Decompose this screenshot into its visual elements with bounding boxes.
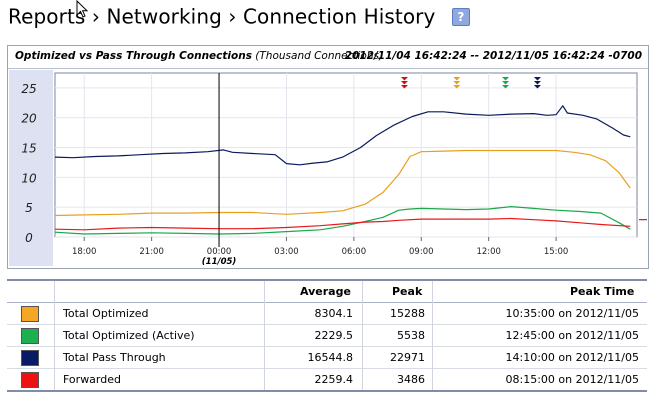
x-tick-label: 18:00 <box>72 247 97 257</box>
legend-table: Average Peak Peak Time Total Optimized 83… <box>7 279 647 392</box>
peak-marker-icon <box>400 77 408 89</box>
legend-peak: 15288 <box>390 307 425 320</box>
x-tick-label: 03:00 <box>274 247 299 257</box>
legend-average: 8304.1 <box>314 307 354 320</box>
date-marker-label: (11/05) <box>202 257 237 267</box>
x-tick-label: 21:00 <box>139 247 164 257</box>
legend-row: Total Optimized 8304.1 15288 10:35:00 on 20… <box>7 303 647 325</box>
help-icon[interactable]: ? <box>451 7 470 26</box>
y-tick-label: 25 <box>21 82 36 96</box>
series-swatch[interactable] <box>21 328 39 344</box>
legend-average: 2229.5 <box>314 329 354 342</box>
legend-label: Forwarded <box>63 373 121 386</box>
breadcrumb: Reports › Networking › Connection Histor… <box>8 3 470 29</box>
y-tick-label: 20 <box>21 112 37 126</box>
legend-label: Total Optimized <box>63 307 149 320</box>
chart-panel: Optimized vs Pass Through Connections (T… <box>7 45 649 269</box>
peak-marker-icon <box>533 77 541 89</box>
y-tick-label: 0 <box>25 231 33 245</box>
chart-time-range: 2012/11/04 16:42:24 -- 2012/11/05 16:42:… <box>344 50 642 62</box>
date-marker: (11/05) <box>202 73 237 267</box>
x-tick-label: 06:00 <box>342 247 367 257</box>
x-tick-label: 12:00 <box>476 247 501 257</box>
y-axis-panel <box>9 70 53 266</box>
breadcrumb-reports[interactable]: Reports <box>8 4 86 29</box>
legend-peak-time: 10:35:00 on 2012/11/05 <box>505 307 640 320</box>
legend-row: Total Pass Through 16544.8 22971 14:10:00 o… <box>7 347 647 369</box>
legend-peak: 22971 <box>390 351 425 364</box>
column-divider <box>432 281 433 390</box>
series-swatch[interactable] <box>21 372 39 388</box>
legend-header-row: Average Peak Peak Time <box>7 281 647 303</box>
legend-peak: 3486 <box>397 373 425 386</box>
breadcrumb-separator: › <box>228 4 237 29</box>
y-tick-label: 10 <box>21 171 37 185</box>
series-line-total-optimized <box>54 149 631 217</box>
legend-label: Total Optimized (Active) <box>63 329 195 342</box>
legend-rows: Total Optimized 8304.1 15288 10:35:00 on 20… <box>7 303 647 390</box>
y-tick-label: 5 <box>25 201 33 215</box>
legend-average: 2259.4 <box>314 373 354 386</box>
legend-peak-time: 08:15:00 on 2012/11/05 <box>505 373 640 386</box>
legend-row: Forwarded 2259.4 3486 08:15:00 on 2012/11/0… <box>7 369 647 390</box>
column-divider <box>54 281 55 390</box>
legend-label: Total Pass Through <box>63 351 166 364</box>
peak-marker-icon <box>453 77 461 89</box>
series-line-total-optimized-active <box>54 206 631 235</box>
y-axis-ticks: 25 20 15 10 5 0 <box>21 82 37 245</box>
chart-title-unit: (Thousand Connections) <box>255 50 384 62</box>
peak-markers <box>400 77 541 89</box>
page-title: Connection History <box>242 4 436 29</box>
header-peak: Peak <box>392 285 423 298</box>
x-tick-label: 15:00 <box>544 247 569 257</box>
legend-peak-time: 14:10:00 on 2012/11/05 <box>505 351 640 364</box>
column-divider <box>264 281 265 390</box>
column-divider <box>362 281 363 390</box>
connection-history-chart[interactable]: 25 20 15 10 5 0 18:00 21:00 00:00 03:00 06:00 09:0… <box>8 69 648 268</box>
breadcrumb-separator: › <box>91 4 100 29</box>
series-line-forwarded <box>54 217 631 231</box>
header-average: Average <box>300 285 351 298</box>
chart-title: Optimized vs Pass Through Connections (T… <box>15 50 383 62</box>
legend-row: Total Optimized (Active) 2229.5 5538 12:45:… <box>7 325 647 347</box>
y-tick-label: 15 <box>21 142 36 156</box>
x-tick-label: 00:00 <box>207 247 232 257</box>
legend-peak-time: 12:45:00 on 2012/11/05 <box>505 329 640 342</box>
series-swatch[interactable] <box>21 306 39 322</box>
series-line-total-pass-through <box>54 105 631 166</box>
legend-average: 16544.8 <box>307 351 354 364</box>
legend-peak: 5538 <box>397 329 425 342</box>
mouse-cursor-icon <box>76 0 89 18</box>
series-group <box>54 105 631 235</box>
header-peak-time: Peak Time <box>570 285 635 298</box>
peak-marker-icon <box>502 77 510 89</box>
x-tick-label: 09:00 <box>409 247 434 257</box>
series-swatch[interactable] <box>21 350 39 366</box>
chart-title-main: Optimized vs Pass Through Connections <box>15 50 252 62</box>
breadcrumb-networking[interactable]: Networking <box>106 4 222 29</box>
chart-header: Optimized vs Pass Through Connections (T… <box>8 46 648 69</box>
